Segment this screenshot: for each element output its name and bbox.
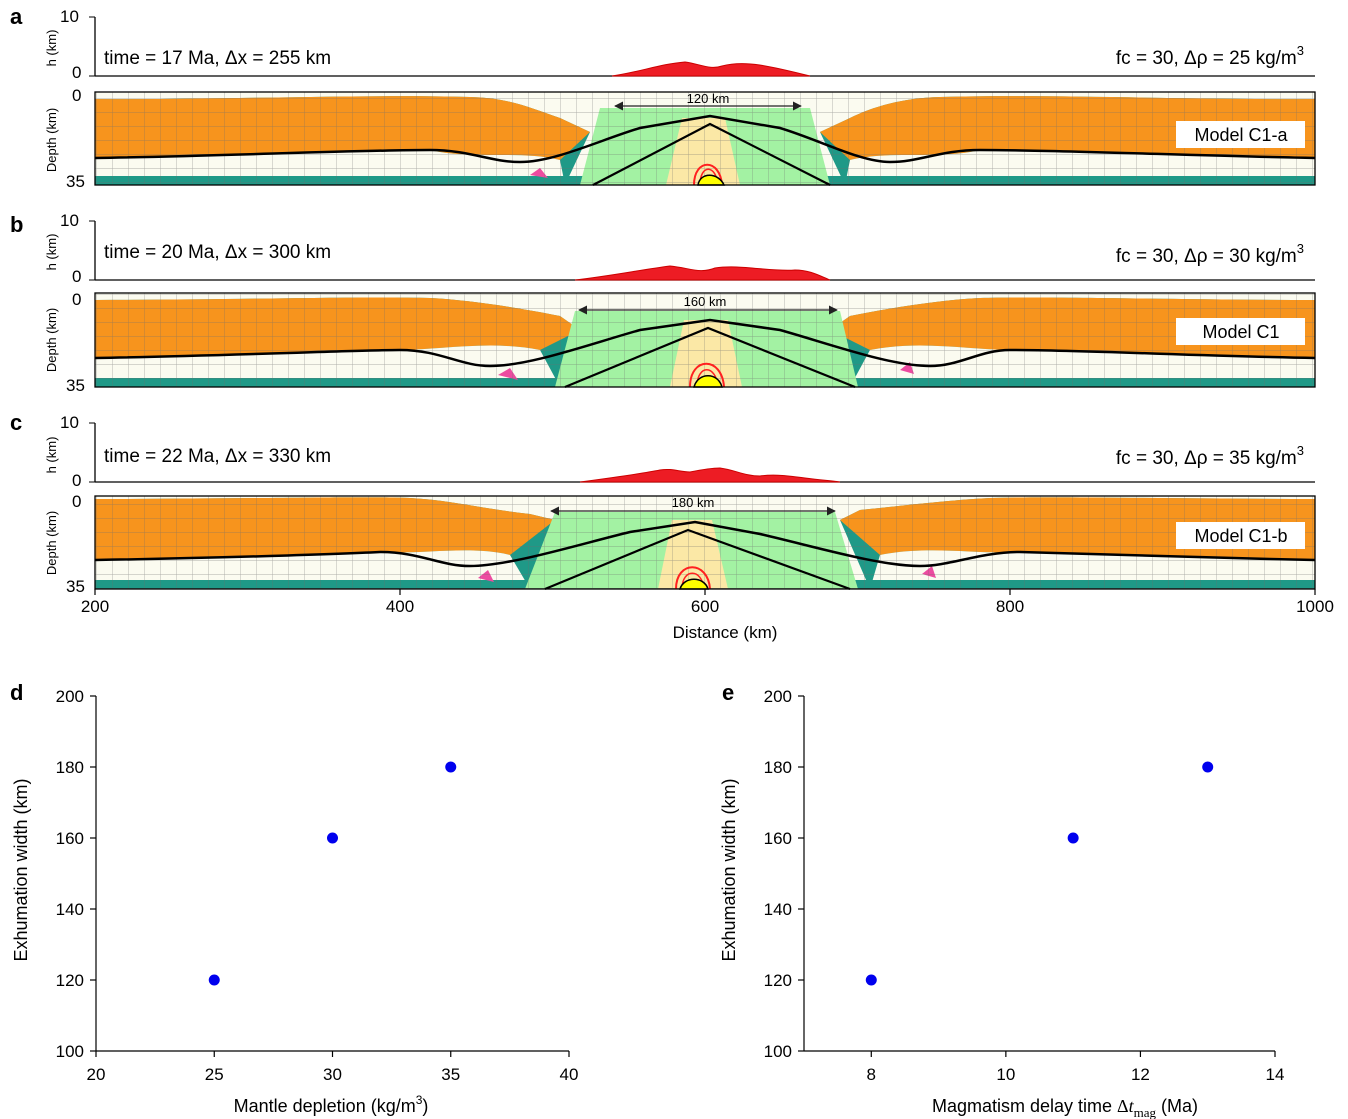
data-point — [1202, 761, 1214, 773]
x-tick-label: 35 — [441, 1065, 460, 1084]
y-tick-label: 140 — [764, 900, 792, 919]
width-label-c: 180 km — [672, 495, 715, 510]
params-text-b: fc = 30, Δρ = 30 kg/m3 — [1116, 241, 1304, 267]
model-label-box-b — [1176, 318, 1305, 345]
depth-tick-top-c: 0 — [72, 492, 81, 511]
h-tick-bottom-a: 0 — [72, 63, 81, 82]
distance-tick-label: 600 — [691, 597, 719, 616]
time-text-b: time = 20 Ma, Δx = 300 km — [104, 242, 331, 263]
model-label-c: Model C1-b — [1194, 526, 1287, 546]
panel-label-d: d — [10, 680, 23, 705]
depth-tick-bottom-a: 35 — [66, 172, 85, 191]
time-text-c: time = 22 Ma, Δx = 330 km — [104, 446, 331, 467]
x-tick-label: 10 — [996, 1065, 1015, 1084]
x-tick-label: 40 — [560, 1065, 579, 1084]
panel-label-c: c — [10, 410, 22, 435]
h-tick-bottom-b: 0 — [72, 267, 81, 286]
y-axis-label-e: Exhumation width (km) — [719, 778, 739, 961]
y-tick-label: 160 — [56, 829, 84, 848]
panel-b: b 10 0 h (km) time = 20 Ma, Δx = 300 km … — [10, 211, 1316, 395]
model-label-a: Model C1-a — [1194, 125, 1288, 145]
params-text-c: fc = 30, Δρ = 35 kg/m3 — [1116, 443, 1304, 469]
params-text-a: fc = 30, Δρ = 25 kg/m3 — [1116, 43, 1304, 69]
y-tick-label: 100 — [764, 1042, 792, 1061]
h-axis-label-c: h (km) — [44, 437, 59, 474]
depth-tick-top-a: 0 — [72, 86, 81, 105]
y-tick-label: 120 — [56, 971, 84, 990]
model-label-box-a — [1176, 121, 1305, 148]
x-tick-label: 12 — [1131, 1065, 1150, 1084]
distance-tick-label: 800 — [996, 597, 1024, 616]
y-tick-label: 160 — [764, 829, 792, 848]
distance-tick-label: 400 — [386, 597, 414, 616]
topography-a — [611, 61, 811, 77]
depth-tick-bottom-c: 35 — [66, 577, 85, 596]
depth-tick-top-b: 0 — [72, 290, 81, 309]
panel-c: c 10 0 h (km) time = 22 Ma, Δx = 330 km … — [10, 410, 1316, 596]
y-tick-label: 120 — [764, 971, 792, 990]
model-label-b: Model C1 — [1202, 322, 1279, 342]
x-tick-label: 8 — [867, 1065, 876, 1084]
h-tick-top-b: 10 — [60, 211, 79, 230]
y-tick-label: 200 — [764, 687, 792, 706]
y-axis-label-d: Exhumation width (km) — [11, 778, 31, 961]
x-tick-label: 25 — [205, 1065, 224, 1084]
data-point — [327, 832, 338, 844]
data-point — [445, 761, 457, 773]
h-axis-label-a: h (km) — [44, 30, 59, 67]
distance-axis: 200 400 600 800 1000 — [81, 589, 1334, 616]
x-axis-label-e: Magmatism delay time Δtmag (Ma) — [932, 1096, 1198, 1119]
panel-label-b: b — [10, 212, 23, 237]
cross-section-c — [94, 495, 1316, 591]
model-label-box-c — [1176, 522, 1305, 549]
width-label-a: 120 km — [687, 91, 730, 106]
width-label-b: 160 km — [684, 294, 727, 309]
topography-c — [579, 467, 841, 483]
time-text-a: time = 17 Ma, Δx = 255 km — [104, 48, 331, 69]
depth-axis-label-a: Depth (km) — [44, 108, 59, 172]
y-tick-label: 100 — [56, 1042, 84, 1061]
depth-tick-bottom-b: 35 — [66, 376, 85, 395]
x-tick-label: 14 — [1266, 1065, 1285, 1084]
x-axis-label-d: Mantle depletion (kg/m3) — [234, 1093, 429, 1116]
y-tick-label: 180 — [764, 758, 792, 777]
depth-axis-label-b: Depth (km) — [44, 308, 59, 372]
y-tick-label: 180 — [56, 758, 84, 777]
scatter-plot-e: 100 120 140 160 180 200 8 10 12 14 — [764, 687, 1285, 1084]
panel-a: a 10 0 h (km) time = 17 Ma, Δx = 255 km … — [10, 4, 1316, 191]
x-tick-label: 30 — [323, 1065, 342, 1084]
distance-tick-label: 1000 — [1296, 597, 1334, 616]
x-tick-label: 20 — [87, 1065, 106, 1084]
h-tick-top-c: 10 — [60, 413, 79, 432]
topography-b — [574, 265, 831, 281]
depth-axis-label-c: Depth (km) — [44, 511, 59, 575]
data-point — [208, 974, 220, 986]
panel-label-a: a — [10, 4, 23, 29]
h-axis-label-b: h (km) — [44, 234, 59, 271]
y-tick-label: 140 — [56, 900, 84, 919]
data-point — [1067, 832, 1079, 844]
distance-tick-label: 200 — [81, 597, 109, 616]
y-tick-label: 200 — [56, 687, 84, 706]
data-point — [865, 974, 877, 986]
distance-axis-label: Distance (km) — [673, 623, 778, 642]
scatter-plot-d: 100 120 140 160 180 200 20 25 30 35 40 — [56, 687, 579, 1084]
h-tick-top-a: 10 — [60, 7, 79, 26]
h-tick-bottom-c: 0 — [72, 471, 81, 490]
panel-label-e: e — [722, 680, 734, 705]
